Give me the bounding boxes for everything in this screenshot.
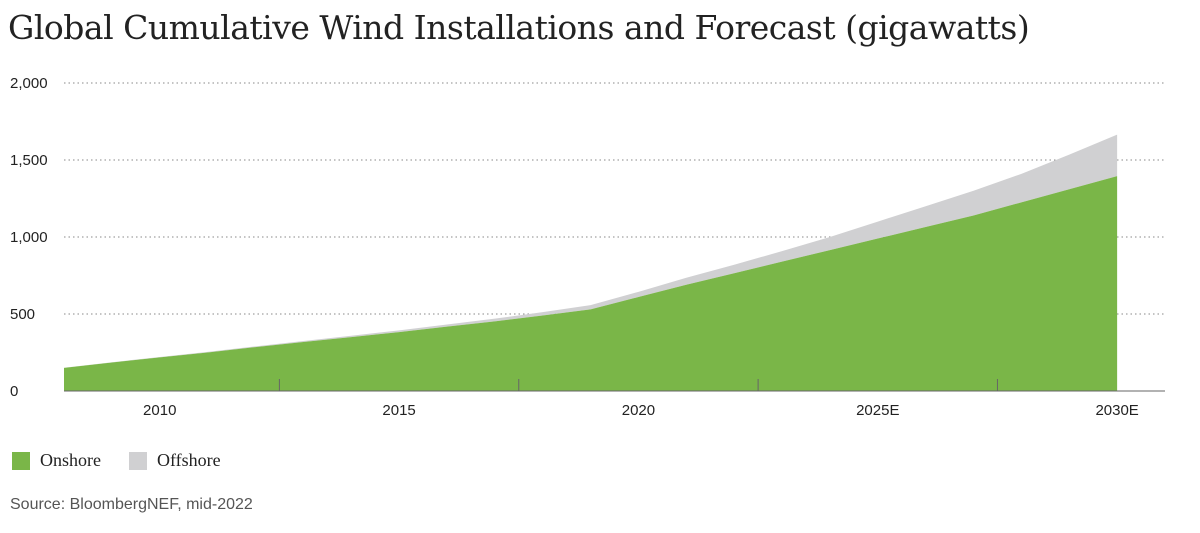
y-tick-label: 1,000 (10, 229, 48, 246)
onshore-swatch (12, 451, 30, 470)
y-tick-label: 0 (10, 383, 18, 400)
x-tick-label: 2015 (382, 402, 415, 419)
chart-title: Global Cumulative Wind Installations and… (8, 8, 1030, 47)
x-tick-label: 2030E (1095, 402, 1138, 419)
x-tick-label: 2025E (856, 402, 899, 419)
y-tick-label: 1,500 (10, 152, 48, 169)
x-tick-label: 2010 (143, 402, 176, 419)
series-onshore-area (64, 176, 1118, 391)
offshore-swatch (129, 451, 147, 470)
y-tick-label: 500 (10, 306, 35, 323)
x-axis (64, 379, 1165, 392)
legend-item-offshore: Offshore (129, 450, 221, 471)
area-chart: 0 500 1,000 1,500 2,000 2010 2015 2020 2025E 2030… (10, 75, 1165, 419)
y-tick-label: 2,000 (10, 75, 48, 92)
legend-label-offshore: Offshore (157, 450, 221, 470)
source-note: Source: BloombergNEF, mid-2022 (10, 496, 253, 513)
legend-label-onshore: Onshore (40, 450, 101, 470)
legend: Onshore Offshore (12, 450, 221, 471)
legend-item-onshore: Onshore (12, 450, 101, 471)
x-tick-label: 2020 (622, 402, 655, 419)
tick-labels: 0 500 1,000 1,500 2,000 2010 2015 2020 2025E 2030… (10, 75, 1139, 419)
area-series (64, 134, 1118, 391)
